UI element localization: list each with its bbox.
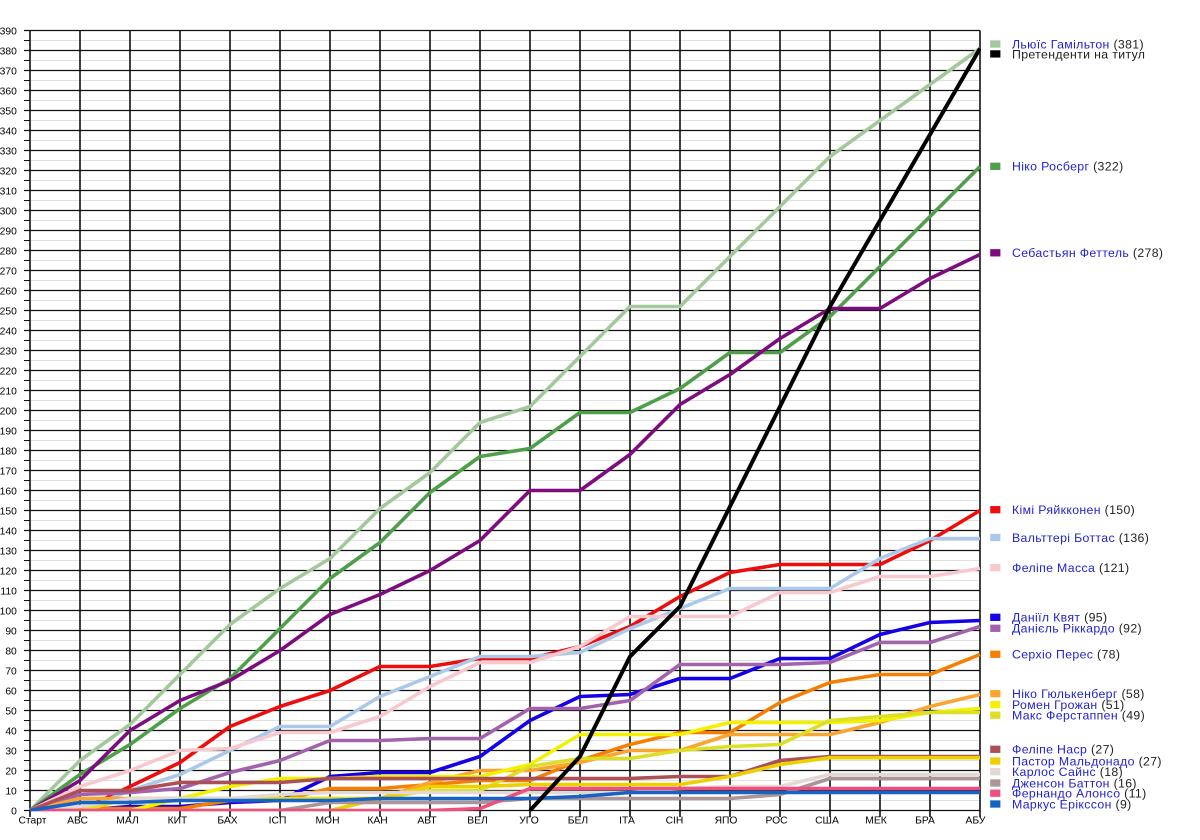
svg-text:30: 30 [5, 746, 17, 757]
svg-text:Льюїс Гамільтон (381): Льюїс Гамільтон (381) [1012, 37, 1144, 51]
svg-text:230: 230 [0, 346, 17, 357]
svg-text:КАН: КАН [367, 816, 387, 827]
svg-text:80: 80 [5, 646, 17, 657]
svg-text:270: 270 [0, 266, 17, 277]
svg-text:БЕЛ: БЕЛ [568, 816, 588, 827]
svg-text:Фернандо Алонсо (11): Фернандо Алонсо (11) [1012, 787, 1147, 801]
svg-text:Маркус Ерікссон (9): Маркус Ерікссон (9) [1012, 797, 1132, 811]
svg-text:ІТА: ІТА [619, 816, 635, 827]
svg-text:210: 210 [0, 386, 17, 397]
svg-text:БАХ: БАХ [217, 816, 237, 827]
svg-text:320: 320 [0, 166, 17, 177]
svg-text:260: 260 [0, 286, 17, 297]
svg-text:10: 10 [5, 786, 17, 797]
svg-text:310: 310 [0, 186, 17, 197]
svg-text:Данієль Ріккардо (92): Данієль Ріккардо (92) [1012, 622, 1142, 636]
svg-text:90: 90 [5, 626, 17, 637]
svg-text:300: 300 [0, 206, 17, 217]
svg-text:350: 350 [0, 106, 17, 117]
svg-text:АВТ: АВТ [417, 816, 437, 827]
svg-text:Феліпе Наср (27): Феліпе Наср (27) [1012, 743, 1114, 757]
svg-text:360: 360 [0, 86, 17, 97]
svg-text:50: 50 [5, 706, 17, 717]
svg-text:120: 120 [0, 566, 17, 577]
svg-text:180: 180 [0, 446, 17, 457]
svg-text:Карлос Сайнс (18): Карлос Сайнс (18) [1012, 765, 1123, 779]
svg-text:Себастьян Феттель (278): Себастьян Феттель (278) [1012, 246, 1163, 260]
svg-text:АБУ: АБУ [966, 816, 986, 827]
svg-text:20: 20 [5, 766, 17, 777]
svg-text:БРА: БРА [915, 816, 935, 827]
svg-text:Ніко Росберг (322): Ніко Росберг (322) [1012, 160, 1124, 174]
svg-text:Претенденти на титул: Претенденти на титул [1012, 47, 1145, 61]
svg-text:340: 340 [0, 126, 17, 137]
svg-text:390: 390 [0, 26, 17, 37]
svg-text:Феліпе Масса (121): Феліпе Масса (121) [1012, 561, 1129, 575]
svg-text:Даніїл Квят (95): Даніїл Квят (95) [1012, 611, 1107, 625]
svg-text:Дженсон Баттон (16): Дженсон Баттон (16) [1012, 776, 1137, 790]
svg-text:160: 160 [0, 486, 17, 497]
svg-text:40: 40 [5, 726, 17, 737]
svg-text:150: 150 [0, 506, 17, 517]
svg-text:ВЕЛ: ВЕЛ [467, 816, 488, 827]
svg-text:70: 70 [5, 666, 17, 677]
svg-text:60: 60 [5, 686, 17, 697]
svg-text:250: 250 [0, 306, 17, 317]
svg-text:Ромен Грожан (51): Ромен Грожан (51) [1012, 698, 1125, 712]
svg-text:290: 290 [0, 226, 17, 237]
svg-text:КИТ: КИТ [168, 816, 188, 827]
svg-text:СІН: СІН [666, 816, 684, 827]
svg-text:130: 130 [0, 546, 17, 557]
svg-text:Кімі Ряйкконен (150): Кімі Ряйкконен (150) [1012, 503, 1135, 517]
svg-text:РОС: РОС [765, 816, 788, 827]
svg-text:ЯПО: ЯПО [715, 816, 738, 827]
svg-text:МОН: МОН [315, 816, 339, 827]
svg-text:280: 280 [0, 246, 17, 257]
svg-text:УГО: УГО [519, 816, 539, 827]
svg-text:100: 100 [0, 606, 17, 617]
svg-text:140: 140 [0, 526, 17, 537]
svg-text:170: 170 [0, 466, 17, 477]
svg-text:190: 190 [0, 426, 17, 437]
svg-text:МАЛ: МАЛ [116, 816, 138, 827]
svg-text:240: 240 [0, 326, 17, 337]
svg-text:Макс Ферстаппен (49): Макс Ферстаппен (49) [1012, 709, 1145, 723]
svg-text:0: 0 [11, 806, 17, 817]
svg-text:110: 110 [0, 586, 17, 597]
svg-text:330: 330 [0, 146, 17, 157]
svg-text:Ніко Гюлькенберг (58): Ніко Гюлькенберг (58) [1012, 687, 1145, 701]
svg-text:Вальттері Боттас (136): Вальттері Боттас (136) [1012, 531, 1149, 545]
svg-text:АВС: АВС [67, 816, 88, 827]
svg-text:США: США [815, 816, 839, 827]
svg-text:Старт: Старт [19, 816, 47, 827]
svg-text:ІСП: ІСП [269, 816, 287, 827]
svg-text:МЕК: МЕК [865, 816, 886, 827]
svg-text:200: 200 [0, 406, 17, 417]
svg-text:Пастор Мальдонадо (27): Пастор Мальдонадо (27) [1012, 754, 1162, 768]
svg-text:370: 370 [0, 66, 17, 77]
svg-text:Серхіо Перес (78): Серхіо Перес (78) [1012, 648, 1120, 662]
svg-text:380: 380 [0, 46, 17, 57]
svg-text:220: 220 [0, 366, 17, 377]
